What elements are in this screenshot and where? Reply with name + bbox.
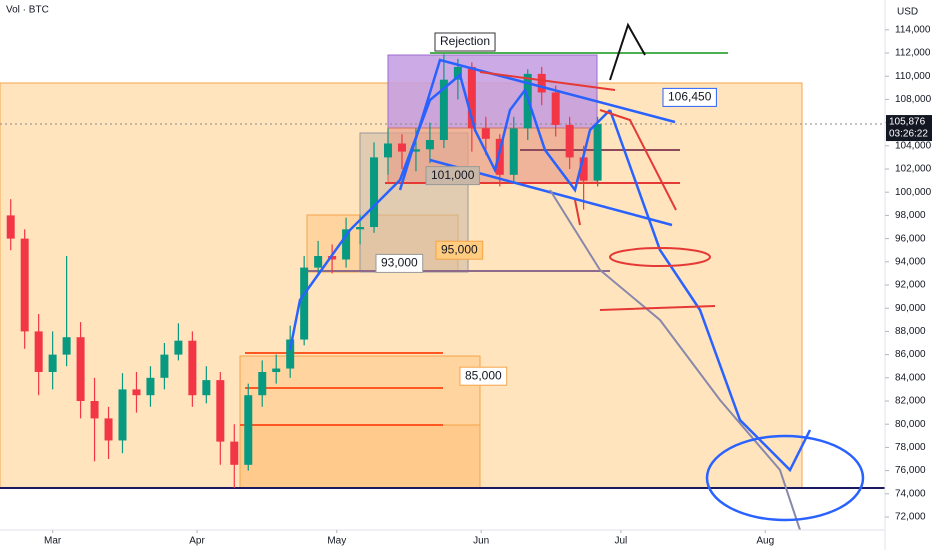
candle-body <box>537 73 546 93</box>
candle-body <box>48 354 57 373</box>
candle-body <box>160 354 169 378</box>
y-tick-label: 110,000 <box>895 71 931 82</box>
candle-body <box>439 79 448 141</box>
candle-body <box>6 215 15 239</box>
candle-body <box>118 389 127 441</box>
y-tick-label: 92,000 <box>895 280 926 291</box>
y-tick-label: 114,000 <box>895 24 931 35</box>
candle-body <box>453 66 462 80</box>
annotation: 95,000 <box>441 242 478 256</box>
candle-body <box>481 128 490 139</box>
zone <box>387 54 598 129</box>
chart-title: Vol · BTC <box>6 5 49 16</box>
candle-body <box>495 138 504 175</box>
candle-body <box>216 380 225 442</box>
red-circle <box>609 247 711 267</box>
candle-body <box>314 256 323 268</box>
candle-body <box>20 238 29 332</box>
annotation-box <box>425 166 480 186</box>
y-tick-label: 102,000 <box>895 164 932 175</box>
candle-body <box>300 267 309 340</box>
candle-body <box>146 377 155 396</box>
zone <box>239 424 481 489</box>
annotation: 93,000 <box>381 256 418 270</box>
x-tick-label: Apr <box>189 536 205 547</box>
y-tick-label: 86,000 <box>895 349 926 360</box>
annotation-box <box>375 253 424 273</box>
candles <box>6 54 602 489</box>
annotation-box <box>434 32 496 52</box>
candle-body <box>411 149 420 152</box>
x-tick-label: Mar <box>44 536 62 547</box>
y-tick-label: 108,000 <box>895 94 932 105</box>
candle-body <box>174 340 183 355</box>
candle-body <box>230 441 239 465</box>
candle-body <box>342 229 351 260</box>
candle-body <box>258 372 267 396</box>
candle-body <box>76 337 85 402</box>
arrow-drawing <box>609 22 646 81</box>
candle-body <box>551 92 560 125</box>
candle-body <box>104 418 113 441</box>
y-tick-label: 76,000 <box>895 465 926 476</box>
candle-body <box>425 140 434 150</box>
y-tick-label: 82,000 <box>895 396 926 407</box>
y-tick-label: 74,000 <box>895 488 926 499</box>
candle-body <box>384 143 393 158</box>
countdown: 03:26:22 <box>889 129 928 140</box>
x-tick-label: Aug <box>756 536 774 547</box>
candle-body <box>370 157 379 228</box>
zone <box>387 127 598 184</box>
axis-bg <box>885 0 932 550</box>
y-tick-label: 72,000 <box>895 512 926 523</box>
annotation: 106,450 <box>668 90 712 104</box>
candle-body <box>188 340 197 396</box>
y-axis-label: USD <box>897 7 918 18</box>
price-tag <box>886 115 932 142</box>
candle-body <box>132 389 141 396</box>
y-tick-label: 104,000 <box>895 140 932 151</box>
price-tag-label: 105,876 <box>889 117 926 128</box>
candle-body <box>244 395 253 465</box>
y-tick-label: 84,000 <box>895 372 926 383</box>
candle-body <box>286 339 295 369</box>
annotation-box <box>435 240 484 260</box>
x-tick-label: Jul <box>614 536 627 547</box>
y-tick-label: 90,000 <box>895 303 926 314</box>
y-tick-label: 98,000 <box>895 210 926 221</box>
annotation-box <box>459 366 508 386</box>
y-tick-label: 96,000 <box>895 233 926 244</box>
red-drawing <box>479 71 716 311</box>
candle-body <box>272 368 281 373</box>
y-tick-label: 80,000 <box>895 419 926 430</box>
candle-body <box>328 256 337 260</box>
candle-body <box>509 128 518 175</box>
annotation: 85,000 <box>465 368 502 382</box>
projection <box>549 189 801 531</box>
candle-body <box>579 157 588 181</box>
y-tick-label: 78,000 <box>895 442 926 453</box>
candle-body <box>565 124 574 158</box>
candle-body <box>397 143 406 152</box>
y-tick-label: 94,000 <box>895 256 926 267</box>
blue-drawing <box>288 72 611 351</box>
annotation-box <box>662 87 717 107</box>
annotation: Rejection <box>440 34 490 48</box>
candle-body <box>202 380 211 396</box>
y-tick-label: 100,000 <box>895 187 932 198</box>
candle-body <box>356 227 365 230</box>
y-tick-label: 112,000 <box>895 48 931 59</box>
candle-body <box>34 331 43 373</box>
candle-body <box>467 66 476 129</box>
candle-body <box>62 337 71 355</box>
annotation: 101,000 <box>431 168 475 182</box>
y-tick-label: 88,000 <box>895 326 926 337</box>
x-tick-label: May <box>327 536 346 547</box>
candle-body <box>593 124 602 181</box>
target-circle <box>705 434 865 522</box>
x-tick-label: Jun <box>473 536 489 547</box>
candle-body <box>90 401 99 419</box>
